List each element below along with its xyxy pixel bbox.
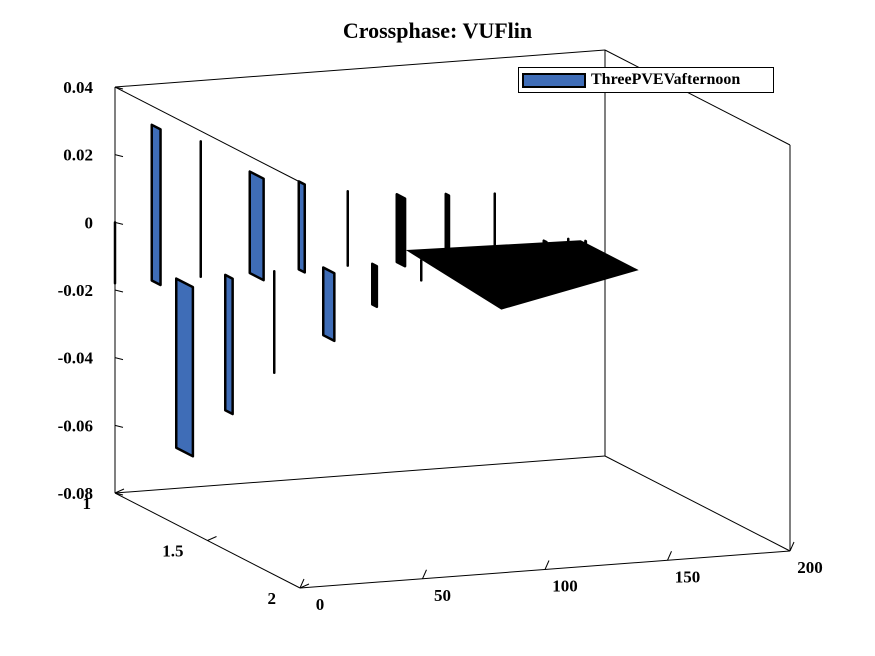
x-tick-label: 50 <box>434 586 451 605</box>
z-tick-mark <box>114 154 124 158</box>
z-tick-label: -0.04 <box>58 349 94 368</box>
y-tick-mark <box>114 488 125 494</box>
back-top-edge <box>114 49 606 88</box>
waterfall-ribbon <box>395 193 407 268</box>
y-tick-label: 1 <box>83 494 92 513</box>
waterfall-ribbon <box>248 170 265 282</box>
z-tick-mark <box>114 424 124 428</box>
x-tick-label: 150 <box>675 567 701 586</box>
x-tick-mark <box>422 569 427 579</box>
top-left-depth-edge <box>114 86 301 183</box>
z-tick-label: 0.02 <box>63 146 93 165</box>
waterfall-ribbon <box>150 123 162 287</box>
z-tick-mark <box>114 221 124 225</box>
back-right-bottom-edge <box>604 455 791 552</box>
x-tick-mark <box>789 541 795 552</box>
waterfall-tail <box>405 240 639 310</box>
z-tick-label: -0.08 <box>58 484 93 503</box>
back-bottom-edge <box>114 455 606 494</box>
waterfall-surface <box>113 123 639 458</box>
waterfall-ribbon <box>224 273 234 416</box>
chart-title: Crossphase: VUFlin <box>342 18 533 43</box>
top-right-depth-edge <box>604 49 791 146</box>
z-tick-mark <box>114 289 124 293</box>
z-tick-label: 0 <box>85 213 94 232</box>
legend: ThreePVEVafternoon <box>518 67 774 93</box>
waterfall-ribbon <box>322 266 336 343</box>
z-tick-label: -0.02 <box>58 281 93 300</box>
y-tick-label: 2 <box>268 589 277 608</box>
x-tick-label: 100 <box>552 577 578 596</box>
z-tick-label: 0.04 <box>63 78 93 97</box>
x-tick-mark <box>667 551 672 561</box>
waterfall-ribbon <box>297 180 307 274</box>
z-tick-mark <box>114 492 124 496</box>
z-tick-mark <box>114 86 124 90</box>
x-tick-mark <box>544 560 550 570</box>
axes-box-back <box>114 49 791 552</box>
axis-ticks: 0.04 0.02 0 -0.02 -0.04 -0.06 -0.08 0 50 100 150 20… <box>58 78 823 614</box>
y-tick-mark <box>299 583 310 589</box>
legend-swatch <box>522 72 586 88</box>
z-tick-mark <box>114 357 124 361</box>
x-tick-label: 200 <box>797 558 823 577</box>
y-tick-label: 1.5 <box>162 542 183 561</box>
z-tick-label: -0.06 <box>58 416 93 435</box>
waterfall-ribbon <box>175 277 195 458</box>
x-tick-label: 0 <box>316 595 325 614</box>
y-tick-mark <box>207 536 217 541</box>
waterfall-ribbon <box>371 262 379 309</box>
x-tick-mark <box>299 578 305 589</box>
legend-label: ThreePVEVafternoon <box>591 71 741 88</box>
